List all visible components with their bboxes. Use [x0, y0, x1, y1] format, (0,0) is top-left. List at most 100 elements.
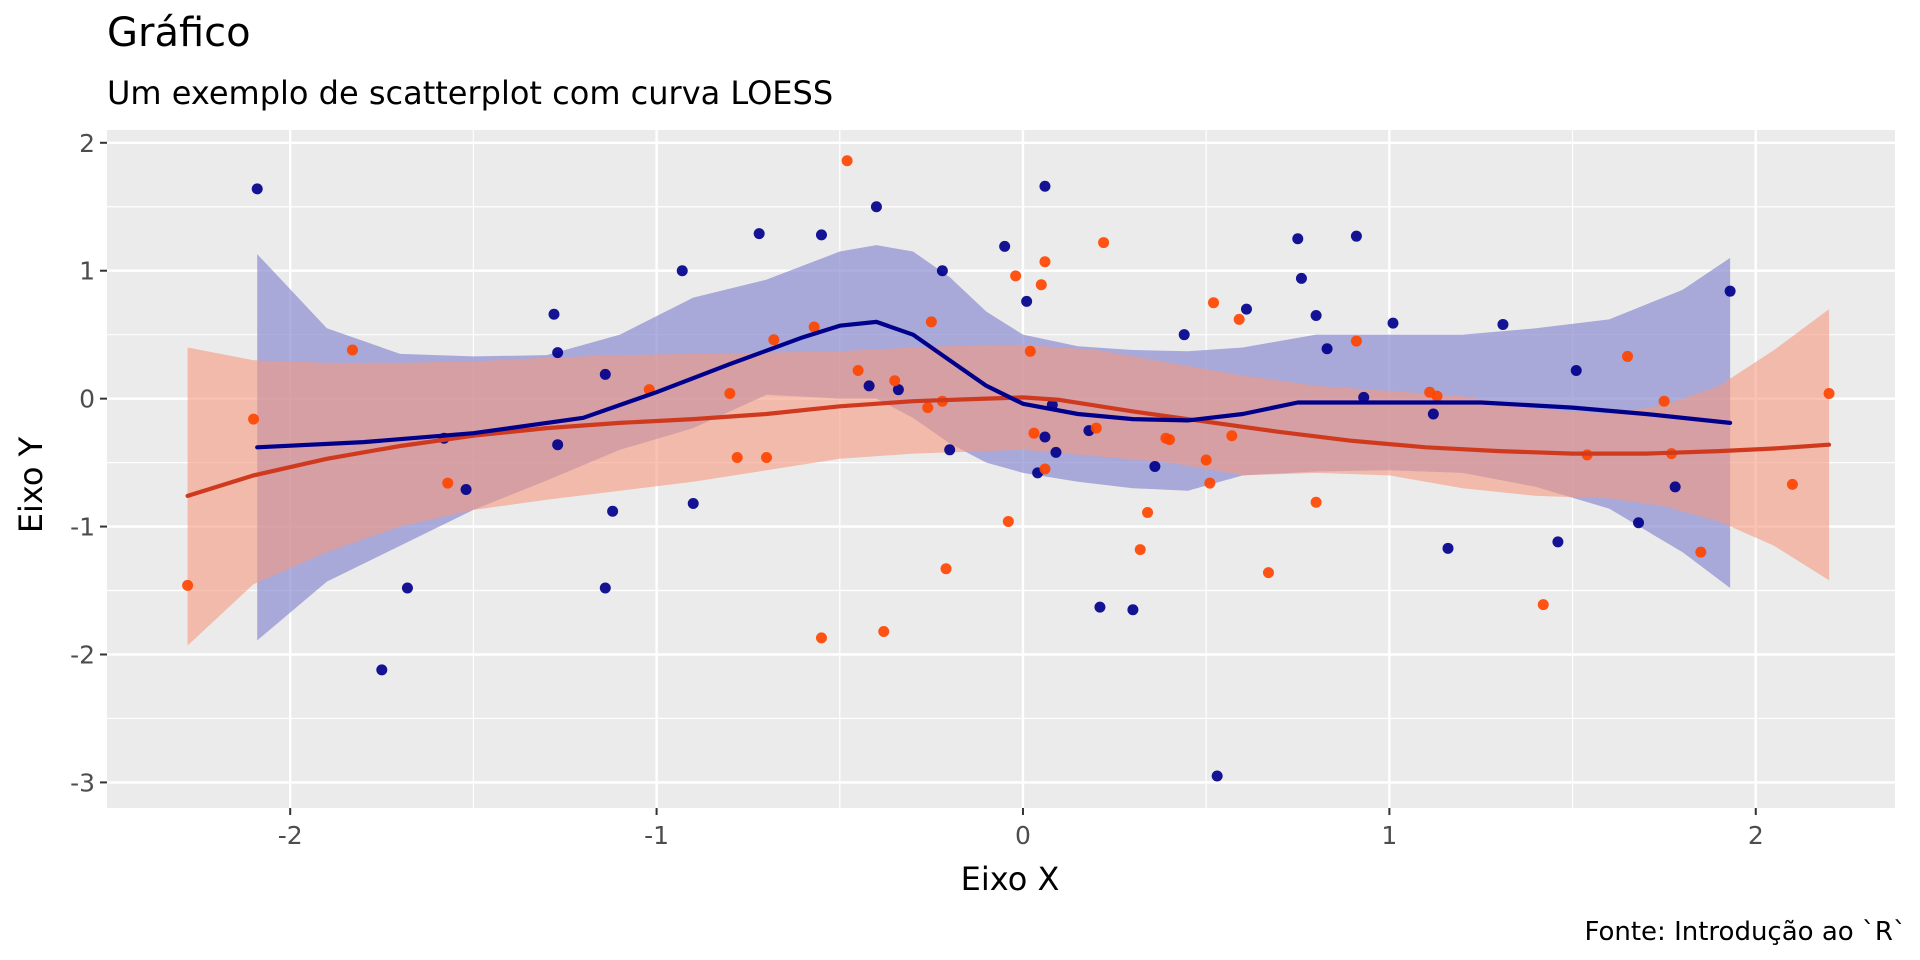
- data-point: [944, 444, 956, 456]
- data-point: [1786, 478, 1798, 490]
- data-point: [1024, 345, 1036, 357]
- data-point: [841, 155, 853, 167]
- data-point: [676, 265, 688, 277]
- data-point: [1262, 567, 1274, 579]
- x-axis-title: Eixo X: [961, 860, 1060, 898]
- confidence-band-2: [187, 309, 1830, 646]
- data-point: [401, 582, 413, 594]
- data-point: [1050, 446, 1062, 458]
- x-tick-label: -1: [644, 821, 669, 850]
- data-point: [808, 321, 820, 333]
- data-point: [1497, 318, 1509, 330]
- loess-curve-1: [255, 319, 1733, 450]
- data-point: [815, 229, 827, 241]
- data-point: [1208, 297, 1220, 309]
- data-point: [607, 505, 619, 517]
- y-tick-label: 2: [79, 129, 95, 158]
- data-point: [1028, 427, 1040, 439]
- data-point: [460, 483, 472, 495]
- data-point: [1127, 604, 1139, 616]
- data-point: [552, 439, 564, 451]
- data-point: [1295, 272, 1307, 284]
- data-point: [889, 375, 901, 387]
- data-point: [1035, 279, 1047, 291]
- data-point: [768, 334, 780, 346]
- data-point: [442, 477, 454, 489]
- data-point: [852, 364, 864, 376]
- data-point: [936, 265, 948, 277]
- loess-curves: [185, 319, 1832, 498]
- data-point: [1010, 270, 1022, 282]
- data-point: [376, 664, 388, 676]
- x-tick-label: 2: [1748, 821, 1764, 850]
- data-point: [1039, 256, 1051, 268]
- data-point: [552, 347, 564, 359]
- data-point: [863, 380, 875, 392]
- data-point: [1292, 233, 1304, 245]
- data-point: [1387, 317, 1399, 329]
- data-point: [1537, 599, 1549, 611]
- confidence-bands: [187, 245, 1830, 646]
- data-point: [251, 183, 263, 195]
- data-point: [1039, 431, 1051, 443]
- data-point: [1310, 309, 1322, 321]
- data-point: [1695, 546, 1707, 558]
- y-tick-label: 0: [79, 385, 95, 414]
- data-point: [1570, 364, 1582, 376]
- data-point: [1310, 496, 1322, 508]
- data-point: [1021, 295, 1033, 307]
- data-point: [1358, 391, 1370, 403]
- x-tick-label: -2: [278, 821, 303, 850]
- data-point: [922, 402, 934, 414]
- data-point: [1233, 313, 1245, 325]
- data-point: [687, 498, 699, 510]
- data-point: [1039, 180, 1051, 192]
- data-point: [1350, 230, 1362, 242]
- data-point: [940, 563, 952, 575]
- data-point: [1149, 460, 1161, 472]
- y-tick-label: -3: [70, 768, 95, 797]
- data-point: [999, 240, 1011, 252]
- data-point: [1098, 237, 1110, 249]
- data-point: [1090, 422, 1102, 434]
- data-point: [1669, 481, 1681, 493]
- chart-title: Gráfico: [107, 10, 251, 56]
- data-point: [731, 451, 743, 463]
- data-point: [1724, 285, 1736, 297]
- x-tick-label: 1: [1381, 821, 1397, 850]
- data-point: [1823, 388, 1835, 400]
- y-tick-label: -1: [70, 513, 95, 542]
- y-axis-title: Eixo Y: [12, 436, 50, 533]
- data-point: [599, 582, 611, 594]
- data-point: [1658, 395, 1670, 407]
- data-point: [1442, 542, 1454, 554]
- data-point: [761, 451, 773, 463]
- data-point: [1552, 536, 1564, 548]
- x-tick-label: 0: [1015, 821, 1031, 850]
- data-point: [1204, 477, 1216, 489]
- data-point: [1226, 430, 1238, 442]
- data-point: [1039, 463, 1051, 475]
- data-point: [753, 228, 765, 240]
- data-point: [892, 384, 904, 396]
- data-point: [1350, 335, 1362, 347]
- data-point: [346, 344, 358, 356]
- data-points: [182, 155, 1835, 782]
- data-point: [724, 388, 736, 400]
- data-point: [1633, 517, 1645, 529]
- data-point: [1427, 408, 1439, 420]
- data-point: [815, 632, 827, 644]
- y-tick-label: -2: [70, 640, 95, 669]
- data-point: [548, 308, 560, 320]
- axis-ticks: -2 -1 0 1 2 -3 -2 -1 0 1 2: [70, 129, 1764, 850]
- chart-caption: Fonte: Introdução ao `R`: [1584, 917, 1906, 947]
- loess-curve-2: [185, 395, 1832, 498]
- data-point: [1002, 515, 1014, 527]
- data-point: [182, 579, 194, 591]
- data-point: [1622, 350, 1634, 362]
- data-point: [1211, 770, 1223, 782]
- data-point: [1431, 390, 1443, 402]
- data-point: [599, 368, 611, 380]
- data-point: [1142, 506, 1154, 518]
